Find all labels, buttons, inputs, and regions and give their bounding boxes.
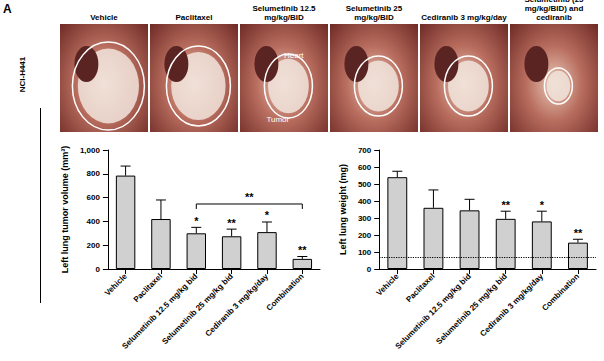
svg-text:Selumetinib 25 mg/kg bid: Selumetinib 25 mg/kg bid — [434, 272, 509, 347]
svg-text:600: 600 — [87, 193, 101, 202]
svg-text:Left lung weight (mg): Left lung weight (mg) — [338, 164, 348, 255]
svg-text:200: 200 — [87, 241, 101, 250]
svg-text:0: 0 — [95, 265, 100, 274]
svg-text:**: ** — [501, 199, 510, 211]
svg-text:Combination: Combination — [265, 272, 306, 313]
html-text:Cediranib 3 mg/kg/day: Cediranib 3 mg/kg/day — [421, 13, 507, 22]
svg-text:*: * — [540, 199, 545, 211]
svg-text:Combination: Combination — [540, 272, 581, 313]
svg-text:**: ** — [227, 217, 236, 229]
svg-text:*: * — [194, 215, 199, 227]
html-text:Selumetinib 12.5 mg/kg/BID: Selumetinib 12.5 mg/kg/BID — [252, 4, 316, 22]
svg-text:Left lung tumor volume (mm³): Left lung tumor volume (mm³) — [60, 146, 70, 274]
svg-text:600: 600 — [358, 163, 372, 172]
svg-text:Paclitaxel: Paclitaxel — [404, 272, 436, 304]
svg-text:Cediranib 3 mg/kg/day: Cediranib 3 mg/kg/day — [478, 271, 545, 338]
html-text:Selumetinib 25 mg/kg/BID: Selumetinib 25 mg/kg/BID — [345, 4, 403, 22]
svg-text:Cediranib 3 mg/kg/day: Cediranib 3 mg/kg/day — [204, 271, 271, 338]
html-text:Paclitaxel: Paclitaxel — [175, 13, 213, 22]
svg-text:1,000: 1,000 — [80, 146, 101, 155]
html-text:A: A — [3, 2, 12, 16]
svg-text:Vehicle: Vehicle — [103, 271, 129, 297]
svg-text:0: 0 — [367, 265, 372, 274]
svg-text:**: ** — [245, 191, 254, 203]
svg-text:*: * — [265, 209, 270, 221]
svg-text:400: 400 — [358, 197, 372, 206]
svg-text:Selumetinib 12.5 mg/kg bid: Selumetinib 12.5 mg/kg bid — [394, 272, 473, 351]
svg-text:Selumetinib 12.5 mg/kg bid: Selumetinib 12.5 mg/kg bid — [120, 271, 200, 351]
svg-text:100: 100 — [358, 248, 372, 257]
svg-text:300: 300 — [358, 214, 372, 223]
svg-text:**: ** — [298, 244, 307, 256]
svg-text:400: 400 — [87, 217, 101, 226]
svg-text:800: 800 — [87, 169, 101, 178]
svg-text:Tumor: Tumor — [266, 115, 289, 124]
svg-text:Vehicle: Vehicle — [375, 271, 401, 297]
svg-text:Heart: Heart — [284, 51, 304, 60]
html-text:NCI-H441: NCI-H441 — [17, 56, 27, 93]
svg-text:500: 500 — [358, 180, 372, 189]
html-text:Vehicle: Vehicle — [90, 13, 118, 22]
svg-text:Selumetinib 25 mg/kg bid: Selumetinib 25 mg/kg bid — [160, 272, 235, 347]
svg-text:Paclitaxel: Paclitaxel — [132, 272, 164, 304]
svg-text:700: 700 — [358, 146, 372, 155]
svg-text:200: 200 — [358, 231, 372, 240]
svg-text:**: ** — [574, 227, 583, 239]
